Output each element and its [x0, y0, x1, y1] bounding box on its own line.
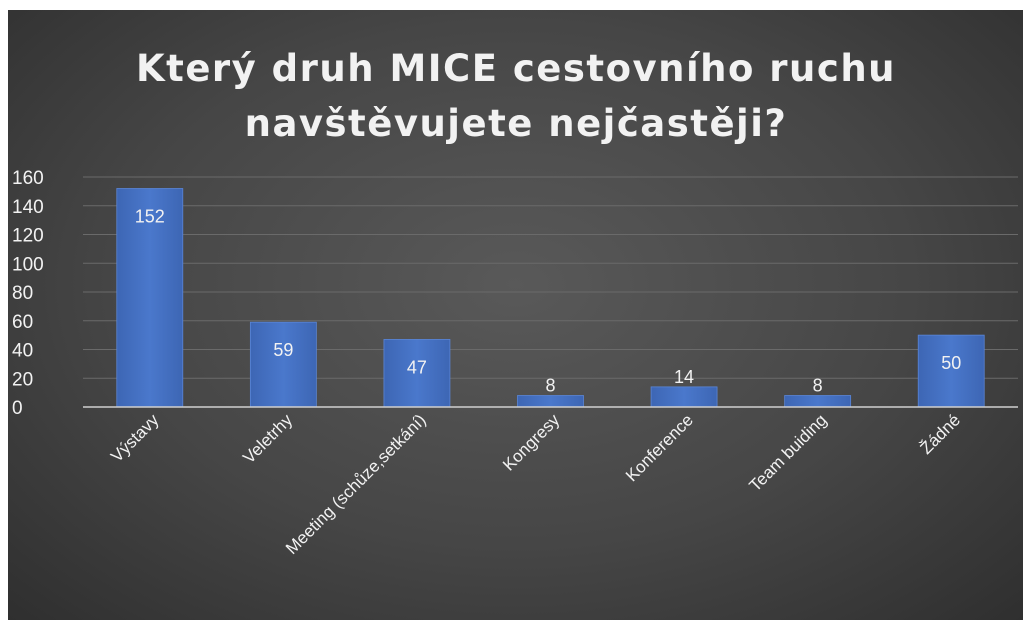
bar-chart: Který druh MICE cestovního ruchu navštěv… — [12, 47, 1018, 558]
chart-title-line-2: navštěvujete nejčastěji? — [245, 102, 788, 145]
bar — [917, 334, 985, 408]
y-tick-label: 40 — [12, 341, 33, 362]
category-label: Konference — [622, 410, 697, 485]
y-tick-label: 0 — [12, 398, 23, 419]
bar — [383, 339, 451, 408]
bar — [650, 386, 718, 408]
data-label: 50 — [941, 353, 961, 373]
data-label: 47 — [407, 357, 427, 377]
data-label: 8 — [813, 376, 823, 396]
bar — [517, 395, 584, 408]
bar — [249, 321, 317, 408]
bar — [784, 395, 852, 408]
bar — [116, 188, 184, 408]
y-tick-label: 120 — [12, 226, 44, 247]
chart-area: Který druh MICE cestovního ruchu navštěv… — [8, 10, 1023, 620]
data-label: 8 — [545, 376, 555, 396]
chart-title: Který druh MICE cestovního ruchu navštěv… — [136, 47, 896, 145]
category-label: Žádné — [917, 410, 965, 458]
data-label: 152 — [135, 207, 165, 227]
category-label: Výstavy — [107, 410, 163, 466]
y-tick-label: 160 — [12, 168, 44, 189]
data-labels: 152 59 47 8 14 8 50 — [135, 207, 961, 396]
data-label: 14 — [674, 367, 694, 387]
y-tick-label: 140 — [12, 197, 44, 218]
bars — [116, 188, 985, 408]
y-axis-tick-labels: 0 20 40 60 80 100 120 140 160 — [12, 168, 44, 419]
category-label: Veletrhy — [239, 410, 296, 467]
y-tick-label: 60 — [12, 312, 33, 333]
data-label: 59 — [273, 340, 293, 360]
y-tick-label: 20 — [12, 369, 33, 390]
category-label: Meeting (schůze,setkání) — [282, 410, 430, 558]
chart-title-line-1: Který druh MICE cestovního ruchu — [136, 47, 896, 90]
category-label: Team buiding — [746, 410, 831, 495]
y-tick-label: 80 — [12, 283, 33, 304]
category-label: Kongresy — [499, 410, 564, 475]
y-tick-label: 100 — [12, 254, 44, 275]
gridlines — [83, 176, 1018, 379]
